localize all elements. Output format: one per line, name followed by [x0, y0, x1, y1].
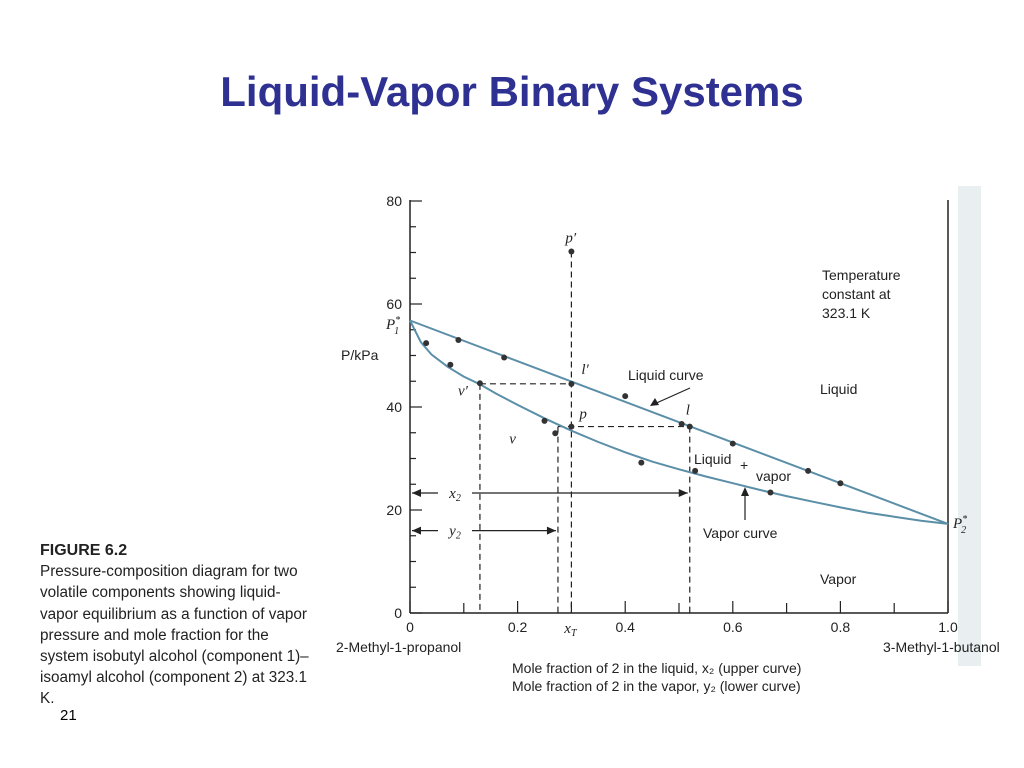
vapor-region-label: Vapor	[820, 571, 857, 587]
curves	[409, 319, 949, 525]
x-tick-label: 0.4	[615, 619, 635, 635]
liquid-curve-label: Liquid curve	[628, 367, 704, 383]
marked-point	[568, 248, 575, 255]
y-tick-label: 20	[386, 502, 402, 518]
marked-point	[686, 423, 693, 430]
y-axis-label: P/kPa	[341, 347, 379, 363]
data-point	[638, 459, 645, 466]
data-point	[622, 393, 629, 400]
y-tick-label: 0	[394, 605, 402, 621]
vapor-curve-line	[409, 320, 949, 525]
slide-title: Liquid-Vapor Binary Systems	[220, 68, 804, 115]
point-label-v: v	[509, 431, 516, 447]
data-points	[423, 248, 844, 496]
x-left-component-label: 2-Methyl-1-propanol	[336, 639, 461, 655]
figure-caption: FIGURE 6.2 Pressure-composition diagram …	[40, 540, 312, 710]
x2-arrow-label: x2	[448, 486, 461, 504]
marked-point	[476, 380, 483, 387]
labels: x2 y2 p′ l′ v′ p l v Temperature constant at 323.1…	[336, 230, 1000, 694]
y-tick-label: 80	[386, 193, 402, 209]
point-label-p-prime: p′	[564, 230, 577, 246]
point-label-v-prime: v′	[458, 383, 469, 399]
p1-star-label: P* 1	[385, 315, 400, 337]
temperature-note: 323.1 K	[822, 305, 871, 321]
temperature-note: constant at	[822, 286, 891, 302]
slide-number: 21	[60, 707, 77, 724]
x-tick-label: 1.0	[938, 619, 958, 635]
figure-label: FIGURE 6.2	[40, 542, 128, 559]
y2-arrow-label: y2	[447, 524, 461, 542]
data-point	[729, 440, 736, 447]
data-point	[692, 467, 699, 474]
vapor-curve-label: Vapor curve	[703, 525, 778, 541]
scan-edge-strip	[958, 186, 981, 666]
caption-text: Pressure-composition diagram for two vol…	[40, 563, 309, 708]
x-tick-label: 0.6	[723, 619, 743, 635]
x-tick-label: 0	[406, 619, 414, 635]
point-label-l: l	[686, 403, 690, 419]
liquid-curve-pointer-head	[650, 398, 659, 406]
x-axis-label: Mole fraction of 2 in the liquid, x₂ (up…	[512, 660, 801, 676]
x-axis-label: Mole fraction of 2 in the vapor, y₂ (low…	[512, 678, 801, 694]
data-point	[805, 467, 812, 474]
y2-arrow-head-right	[546, 526, 556, 535]
guide-lines	[412, 251, 749, 613]
data-point	[678, 420, 685, 427]
two-phase-label: Liquid	[694, 451, 731, 467]
data-point	[447, 361, 454, 368]
x-tick-label: 0.8	[831, 619, 851, 635]
liquid-region-label: Liquid	[820, 381, 857, 397]
two-phase-plus: +	[740, 457, 748, 473]
data-point	[767, 489, 774, 496]
marked-point	[568, 380, 575, 387]
y-tick-label: 40	[386, 399, 402, 415]
y-tick-label: 60	[386, 296, 402, 312]
p2-star-label: P* 2	[952, 514, 967, 536]
marked-point	[552, 430, 559, 437]
temperature-note: Temperature	[822, 267, 901, 283]
vapor-curve-pointer-head	[741, 487, 749, 496]
y2-arrow-head-left	[412, 526, 421, 535]
point-label-l-prime: l′	[581, 362, 589, 378]
data-point	[455, 337, 462, 344]
data-point	[423, 340, 430, 347]
liquid-curve-line	[409, 319, 949, 525]
point-label-p: p	[578, 407, 587, 423]
data-point	[501, 354, 508, 361]
liquid-curve-pointer	[651, 387, 691, 406]
x-tick-label: 0.2	[508, 619, 528, 635]
x-right-component-label: 3-Methyl-1-butanol	[883, 639, 1000, 655]
data-point	[541, 417, 548, 424]
axes: 0 20 40 60 80 0 0.2 0.4 0.6 0.8 1.0 xT	[386, 193, 958, 639]
x2-arrow-head-right	[678, 489, 688, 498]
x2-arrow-head-left	[412, 489, 421, 498]
data-point	[837, 480, 844, 487]
marked-point	[568, 423, 575, 430]
two-phase-vapor: vapor	[756, 468, 791, 484]
x-T-label: xT	[563, 621, 578, 639]
